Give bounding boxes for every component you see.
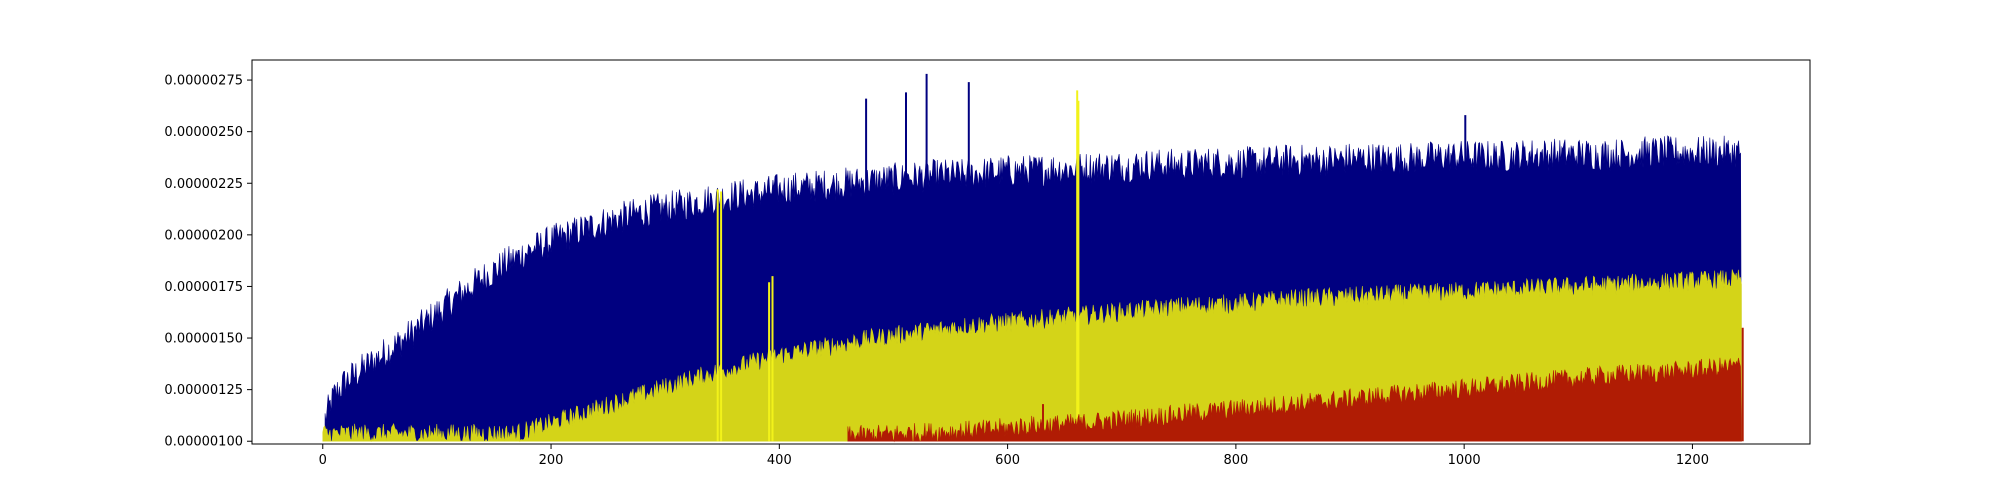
x-tick-label: 400 [767, 453, 792, 468]
y-tick-label: 0.00000125 [164, 383, 243, 398]
x-tick-label: 800 [1223, 453, 1248, 468]
plot-series-layer [322, 73, 1744, 443]
x-tick-label: 600 [995, 453, 1020, 468]
x-axis: 0 200 400 600 800 1000 1200 [319, 444, 1709, 468]
x-tick-label: 1000 [1448, 453, 1481, 468]
x-tick-label: 0 [319, 453, 327, 468]
y-tick-label: 0.00000100 [164, 435, 243, 450]
y-axis: 0.00000100 0.00000125 0.00000150 0.00000175… [164, 74, 252, 450]
y-tick-label: 0.00000275 [164, 74, 243, 89]
y-tick-label: 0.00000250 [164, 125, 243, 140]
series-2 [847, 327, 1744, 443]
y-tick-label: 0.00000200 [164, 228, 243, 243]
x-tick-label: 200 [539, 453, 564, 468]
y-tick-label: 0.00000175 [164, 280, 243, 295]
plot-frame [251, 59, 1811, 445]
x-tick-label: 1200 [1676, 453, 1709, 468]
y-tick-label: 0.00000150 [164, 332, 243, 347]
y-tick-label: 0.00000225 [164, 177, 243, 192]
series-2-area [847, 357, 1742, 443]
